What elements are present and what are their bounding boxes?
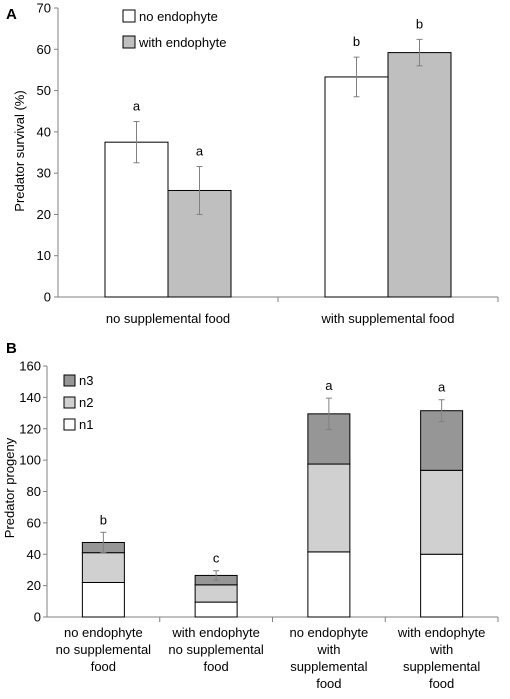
panel-b-y-tick-label: 0 — [34, 610, 41, 625]
panel-a-y-tick-label: 0 — [44, 290, 51, 305]
panel-b-bar-segment-n1 — [194, 601, 238, 618]
panel-b-legend-label: n1 — [79, 417, 93, 432]
panel-b-x-tick-label: no endophyte — [289, 625, 368, 640]
panel-b-y-tick-label: 160 — [19, 359, 41, 374]
panel-b-y-tick-label: 140 — [19, 390, 41, 405]
panel-b-significance-label: a — [325, 378, 333, 393]
panel-b-x-tick-label: with endophyte — [171, 625, 259, 640]
panel-a-significance-label: a — [133, 99, 141, 114]
panel-a-y-tick-label: 60 — [37, 42, 51, 57]
panel-a-legend-label: with endophyte — [138, 35, 226, 50]
panel-b-bar-segment-n2 — [81, 552, 125, 583]
panel-b-x-tick-label: with — [316, 642, 340, 657]
panel-b-legend-swatch — [63, 374, 76, 387]
panel-b-bar-segment-n1 — [81, 581, 125, 618]
panel-b-x-tick-label: food — [316, 676, 341, 691]
panel-a-label: A — [6, 6, 17, 23]
panel-a-significance-label: b — [416, 16, 423, 31]
panel-b-legend-label: n3 — [79, 373, 93, 388]
panel-b-x-tick-label: no endophyte — [64, 625, 143, 640]
panel-b-bar-segment-n1 — [307, 551, 351, 618]
panel-b-significance-label: a — [438, 380, 446, 395]
panel-b: B Predator progeny 0 20 40 60 80 100 120 140 160… — [2, 340, 499, 691]
panel-b-bar-segment-n2 — [194, 584, 238, 603]
panel-a-y-tick-label: 70 — [37, 1, 51, 16]
panel-a-x-tick-label: no supplemental food — [106, 311, 230, 326]
panel-b-legend-swatch — [63, 418, 76, 431]
panel-b-legend-label: n2 — [79, 395, 93, 410]
panel-b-x-tick-label: with — [429, 642, 453, 657]
panel-a-bar — [387, 52, 452, 298]
panel-b-y-axis-label: Predator progeny — [2, 437, 17, 538]
panel-b-y-tick-label: 100 — [19, 453, 41, 468]
panel-a-y-tick-label: 30 — [37, 166, 51, 181]
panel-b-y-tick-label: 20 — [27, 578, 41, 593]
panel-a-bar — [104, 141, 169, 298]
panel-a-significance-label: b — [353, 34, 360, 49]
panel-b-x-tick-label: food — [429, 676, 454, 691]
panel-a-y-tick-label: 40 — [37, 124, 51, 139]
panel-b-bar-segment-n2 — [420, 469, 464, 555]
panel-a-bar — [324, 76, 389, 298]
panel-a-legend-swatch — [122, 9, 136, 23]
panel-b-x-tick-label: food — [203, 659, 228, 674]
panel-b-x-tick-label: no supplemental — [168, 642, 264, 657]
panel-a-legend-swatch — [122, 35, 136, 49]
panel-a-y-axis-label: Predator survival (%) — [12, 90, 27, 211]
panel-b-significance-label: b — [100, 512, 107, 527]
panel-b-bar-segment-n1 — [420, 553, 464, 618]
panel-b-legend-swatch — [63, 396, 76, 409]
panel-b-significance-label: c — [213, 551, 220, 566]
panel-b-y-tick-label: 120 — [19, 421, 41, 436]
panel-b-x-tick-label: food — [91, 659, 116, 674]
panel-b-x-tick-label: with endophyte — [397, 625, 485, 640]
panel-a-x-tick-label: with supplemental food — [321, 311, 455, 326]
panel-b-x-tick-label: no supplemental — [56, 642, 152, 657]
panel-b-y-tick-label: 40 — [27, 547, 41, 562]
panel-a: A Predator survival (%) 0 10 20 30 40 50 60 70 n… — [6, 1, 499, 326]
panel-b-label: B — [6, 340, 17, 357]
panel-b-y-tick-label: 60 — [27, 515, 41, 530]
panel-a-y-tick-label: 50 — [37, 83, 51, 98]
panel-a-significance-label: a — [196, 144, 204, 159]
panel-b-bar-segment-n2 — [307, 463, 351, 553]
panel-b-x-tick-label: supplemental — [403, 659, 480, 674]
panel-a-y-tick-label: 10 — [37, 248, 51, 263]
panel-b-x-tick-label: supplemental — [290, 659, 367, 674]
panel-a-legend-label: no endophyte — [139, 9, 218, 24]
panel-a-y-tick-label: 20 — [37, 207, 51, 222]
panel-b-y-tick-label: 80 — [27, 484, 41, 499]
